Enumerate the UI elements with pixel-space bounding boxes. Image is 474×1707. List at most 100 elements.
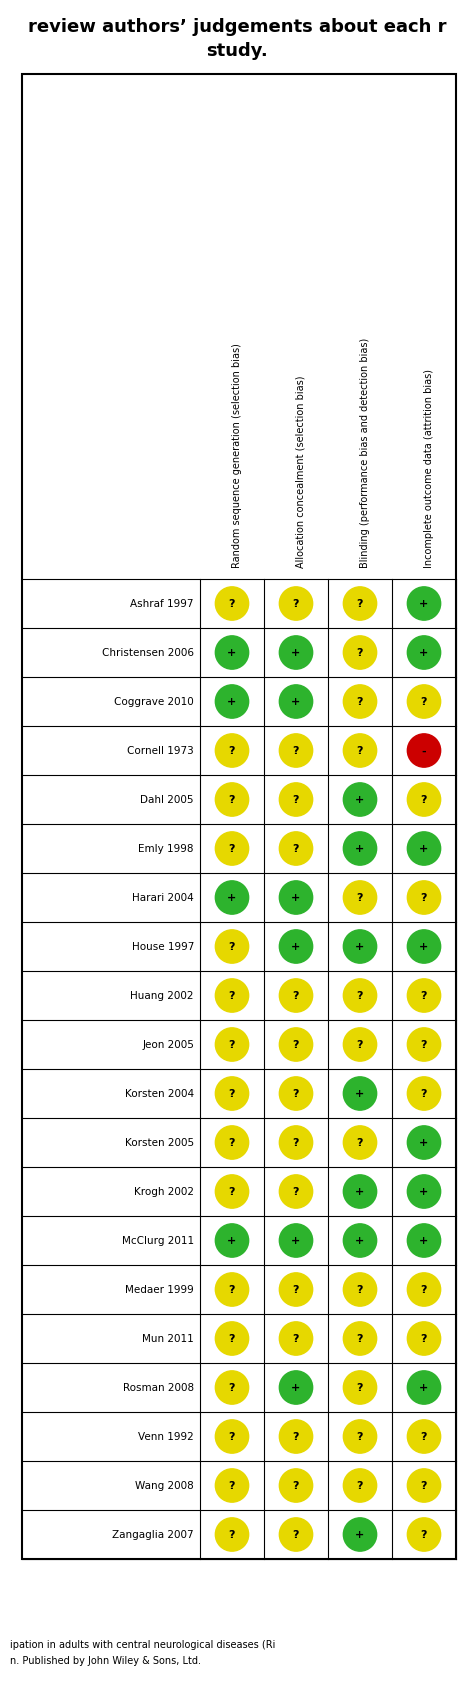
Text: +: + [419,942,428,953]
Circle shape [343,1273,377,1306]
Text: ?: ? [293,1432,299,1442]
Circle shape [407,1273,441,1306]
Text: ?: ? [293,1333,299,1343]
Text: +: + [419,1236,428,1246]
Text: ?: ? [357,1383,363,1393]
Circle shape [407,980,441,1012]
Text: Blinding (performance bias and detection bias): Blinding (performance bias and detection… [360,338,370,568]
Circle shape [279,1371,313,1405]
Text: ?: ? [421,992,427,1000]
Text: ?: ? [357,893,363,903]
Text: ?: ? [293,1285,299,1294]
Circle shape [343,1077,377,1111]
Circle shape [215,1518,249,1552]
Text: ?: ? [229,1480,235,1490]
Circle shape [279,587,313,621]
Text: ?: ? [293,1186,299,1197]
Text: Korsten 2005: Korsten 2005 [125,1139,194,1147]
Circle shape [279,686,313,719]
Text: ?: ? [229,1186,235,1197]
Text: +: + [292,649,301,659]
Circle shape [407,1371,441,1405]
Text: +: + [356,1186,365,1197]
Text: +: + [292,1383,301,1393]
Circle shape [215,1371,249,1405]
Circle shape [279,784,313,816]
Circle shape [279,1127,313,1159]
Circle shape [215,734,249,768]
Text: ?: ? [357,992,363,1000]
Circle shape [215,1321,249,1355]
Text: +: + [228,893,237,903]
Circle shape [343,734,377,768]
Circle shape [215,1470,249,1502]
Text: Cornell 1973: Cornell 1973 [127,746,194,756]
Circle shape [279,980,313,1012]
Text: Zangaglia 2007: Zangaglia 2007 [112,1529,194,1540]
Circle shape [215,1077,249,1111]
Text: ?: ? [357,746,363,756]
Text: Medaer 1999: Medaer 1999 [125,1285,194,1294]
Circle shape [279,1224,313,1258]
Text: +: + [356,843,365,854]
Text: -: - [422,746,426,756]
Text: ?: ? [293,1139,299,1147]
Text: Wang 2008: Wang 2008 [135,1480,194,1490]
Text: +: + [292,1236,301,1246]
Circle shape [343,881,377,915]
Text: ?: ? [229,992,235,1000]
Circle shape [215,1273,249,1306]
Circle shape [343,1371,377,1405]
Text: ?: ? [421,1333,427,1343]
Circle shape [343,1321,377,1355]
Text: +: + [292,942,301,953]
Text: Jeon 2005: Jeon 2005 [142,1040,194,1050]
Circle shape [215,784,249,816]
Circle shape [407,784,441,816]
Text: ?: ? [421,1089,427,1099]
Text: +: + [228,696,237,707]
Text: Huang 2002: Huang 2002 [130,992,194,1000]
Circle shape [215,881,249,915]
Circle shape [279,734,313,768]
Text: Allocation concealment (selection bias): Allocation concealment (selection bias) [296,376,306,568]
Circle shape [279,637,313,669]
Text: ?: ? [293,599,299,609]
Text: ?: ? [421,795,427,806]
Text: ?: ? [421,1432,427,1442]
Text: ?: ? [229,746,235,756]
Text: Krogh 2002: Krogh 2002 [134,1186,194,1197]
Circle shape [215,980,249,1012]
Text: ?: ? [229,843,235,854]
Text: ?: ? [293,1529,299,1540]
Circle shape [279,1273,313,1306]
Text: ?: ? [293,1040,299,1050]
Circle shape [343,1127,377,1159]
Text: ?: ? [293,992,299,1000]
Text: ?: ? [229,1529,235,1540]
Text: +: + [356,1236,365,1246]
Text: ?: ? [421,1285,427,1294]
Circle shape [407,1420,441,1453]
Text: +: + [356,1089,365,1099]
Circle shape [279,881,313,915]
Text: +: + [419,1139,428,1147]
Circle shape [343,980,377,1012]
Circle shape [279,1077,313,1111]
Circle shape [343,930,377,963]
Text: ?: ? [357,1285,363,1294]
Text: ?: ? [293,746,299,756]
Circle shape [407,734,441,768]
Text: ?: ? [229,1432,235,1442]
Text: ?: ? [357,1040,363,1050]
Text: n. Published by John Wiley & Sons, Ltd.: n. Published by John Wiley & Sons, Ltd. [10,1656,201,1664]
Text: +: + [419,1383,428,1393]
Circle shape [279,1174,313,1209]
Text: +: + [292,893,301,903]
Circle shape [215,833,249,865]
Circle shape [215,587,249,621]
Circle shape [407,1174,441,1209]
Text: ?: ? [421,893,427,903]
Text: +: + [292,696,301,707]
Text: review authors’ judgements about each r: review authors’ judgements about each r [28,19,446,36]
